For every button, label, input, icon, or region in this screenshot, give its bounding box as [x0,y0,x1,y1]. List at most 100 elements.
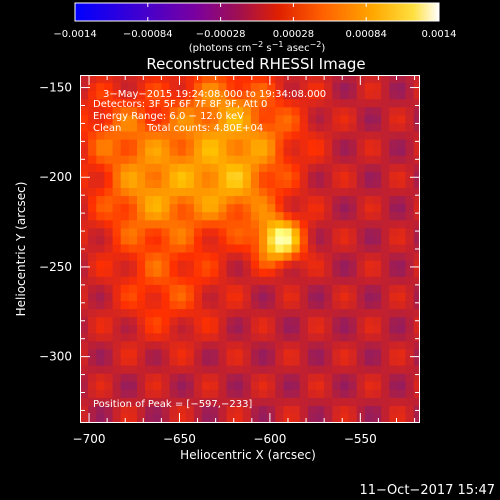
heatmap-cell [250,276,260,286]
heatmap-cell [267,115,276,125]
heatmap-cell [112,284,122,294]
heatmap-cell [259,244,268,254]
heatmap-cell [373,179,382,189]
heatmap-cell [405,276,415,286]
heatmap-cell [169,91,179,100]
heatmap-cell [242,212,252,221]
heatmap-cell [161,422,171,423]
heatmap-cell [307,212,317,221]
heatmap-cell [364,365,374,375]
heatmap-cell [275,188,284,197]
heatmap-cell [250,236,260,246]
heatmap-cell [299,115,309,125]
heatmap-cell [422,277,431,286]
heatmap-cell [104,317,114,326]
heatmap-cell [291,236,301,246]
heatmap-cell [413,123,420,133]
heatmap-cell [413,196,420,205]
heatmap-cell [348,171,358,181]
heatmap-cell [185,301,195,310]
heatmap-cell [88,284,97,294]
heatmap-cell [364,83,374,92]
heatmap-cell [291,292,301,302]
heatmap-cell [413,325,420,334]
heatmap-cell [128,131,138,141]
heatmap-cell [356,147,366,157]
heatmap-cell [405,139,415,149]
heatmap-cell [234,284,244,294]
heatmap-cell [210,309,219,318]
heatmap-cell [259,188,268,197]
heatmap-cell [120,107,130,116]
heatmap-cell [137,292,146,302]
heatmap-cell [299,422,309,423]
heatmap-cell [210,228,219,238]
heatmap-cell [356,252,366,262]
heatmap-cell [389,381,398,391]
heatmap-cell [161,188,171,197]
heatmap-cell [202,171,211,181]
heatmap-cell [422,180,431,189]
heatmap-cell [242,123,252,133]
heatmap-cell [169,284,179,294]
heatmap-cell [104,381,114,391]
heatmap-cell [120,123,130,133]
heatmap-cell [324,188,333,197]
heatmap-cell [169,406,179,415]
heatmap-cell [413,163,420,173]
heatmap-cell [250,341,260,351]
heatmap-cell [128,252,138,262]
heatmap-cell [324,123,333,133]
heatmap-cell [153,422,162,423]
heatmap-cell [291,123,301,133]
heatmap-cell [299,365,309,375]
heatmap-cell [137,381,146,391]
heatmap-cell [145,260,154,270]
heatmap-cell [405,389,415,399]
heatmap-cell [96,147,105,157]
heatmap-cell [356,155,366,165]
heatmap-cell [145,171,154,181]
heatmap-cell [405,212,415,221]
heatmap-cell [153,301,162,310]
heatmap-cell [307,292,317,302]
heatmap-cell [153,99,162,108]
heatmap-cell [373,333,382,342]
heatmap-cell [177,349,187,359]
heatmap-cell [259,220,268,229]
heatmap-cell [80,373,89,383]
heatmap-cell [185,333,195,342]
heatmap-cell [96,268,105,278]
heatmap-cell [104,155,114,165]
heatmap-cell [250,204,260,213]
heatmap-cell [250,333,260,342]
heatmap-cell [120,341,130,351]
heatmap-cell [381,252,390,262]
heatmap-cell [275,333,284,342]
heatmap-cell [332,414,341,423]
heatmap-cell [275,204,284,213]
heatmap-cell [324,220,333,229]
heatmap-cell [267,317,276,326]
heatmap-cell [218,179,228,189]
heatmap-cell [291,99,301,108]
heatmap-cell [356,260,366,270]
heatmap-cell [291,381,301,391]
heatmap-cell [259,75,268,84]
heatmap-cell [169,292,179,302]
heatmap-cell [153,309,162,318]
heatmap-cell [299,317,309,326]
heatmap-cell [397,155,407,165]
heatmap-cell [185,414,195,423]
heatmap-cell [80,317,89,326]
heatmap-cell [210,357,219,367]
heatmap-cell [153,115,162,125]
heatmap-cell [275,373,284,383]
heatmap-cell [242,147,252,157]
heatmap-cell [356,115,366,125]
heatmap-cell [291,147,301,157]
heatmap-cell [210,373,219,383]
heatmap-cell [242,325,252,334]
heatmap-cell [234,147,244,157]
heatmap-cell [397,397,407,407]
